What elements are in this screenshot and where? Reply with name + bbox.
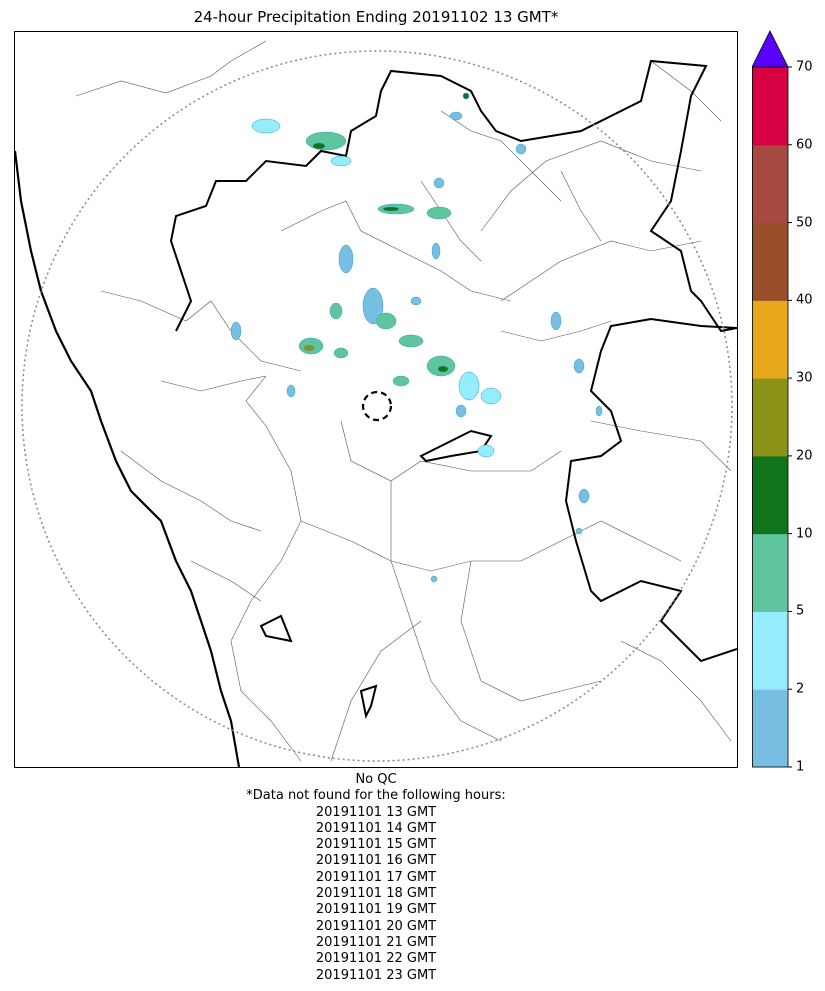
coastline bbox=[15, 150, 241, 767]
missing-hour-item: 20191101 14 GMT bbox=[315, 820, 437, 836]
colorbar-bin bbox=[752, 455, 788, 535]
missing-hour-item: 20191101 23 GMT bbox=[315, 967, 437, 983]
missing-hour-item: 20191101 18 GMT bbox=[315, 886, 437, 902]
colorbar-bin bbox=[752, 533, 788, 612]
radar-range-ring bbox=[21, 50, 733, 762]
state-borders bbox=[169, 59, 737, 720]
colorbar-bin bbox=[752, 222, 788, 301]
precipitation-echoes bbox=[230, 92, 603, 583]
colorbar-bin bbox=[752, 300, 788, 379]
colorbar-outline bbox=[752, 66, 789, 768]
colorbar-bin bbox=[752, 67, 788, 146]
missing-hour-item: 20191101 13 GMT bbox=[315, 804, 437, 820]
colorbar-tick-label: 5 bbox=[796, 603, 805, 619]
colorbar-tick-label: 2 bbox=[796, 681, 805, 697]
missing-hour-item: 20191101 16 GMT bbox=[315, 853, 437, 869]
colorbar-tick-label: 60 bbox=[796, 137, 813, 153]
colorbar-extend-arrow bbox=[751, 30, 789, 68]
map-title: 24-hour Precipitation Ending 20191102 13… bbox=[193, 8, 559, 26]
qc-label: No QC bbox=[355, 772, 397, 787]
missing-hour-item: 20191101 20 GMT bbox=[315, 918, 437, 934]
colorbar-tick-label: 40 bbox=[796, 292, 813, 308]
colorbar-tick-label: 50 bbox=[796, 215, 813, 231]
missing-hours-list: 20191101 13 GMT 20191101 14 GMT 20191101 1… bbox=[0, 805, 752, 984]
colorbar-tick-label: 20 bbox=[796, 448, 813, 464]
missing-hour-item: 20191101 19 GMT bbox=[315, 902, 437, 918]
colorbar-bin bbox=[752, 611, 788, 690]
colorbar-tick-label: 1 bbox=[796, 759, 805, 775]
missing-hour-item: 20191101 22 GMT bbox=[315, 951, 437, 967]
radar-site-marker bbox=[361, 390, 393, 422]
missing-hour-item: 20191101 21 GMT bbox=[315, 934, 437, 950]
colorbar-tick-label: 10 bbox=[796, 526, 813, 542]
district-borders bbox=[75, 40, 732, 762]
colorbar-tick-label: 70 bbox=[796, 59, 813, 75]
colorbar-bin bbox=[752, 689, 788, 768]
data-footnote: No QC *Data not found for the following … bbox=[0, 772, 752, 984]
missing-hour-item: 20191101 15 GMT bbox=[315, 837, 437, 853]
missing-hour-item: 20191101 17 GMT bbox=[315, 869, 437, 885]
colorbar-bin bbox=[752, 378, 788, 457]
colorbar-bin bbox=[752, 144, 788, 224]
colorbar-tick-label: 30 bbox=[796, 370, 813, 386]
missing-data-note: *Data not found for the following hours: bbox=[246, 788, 506, 804]
precipitation-colorbar bbox=[751, 30, 792, 775]
radar-map bbox=[14, 31, 738, 768]
